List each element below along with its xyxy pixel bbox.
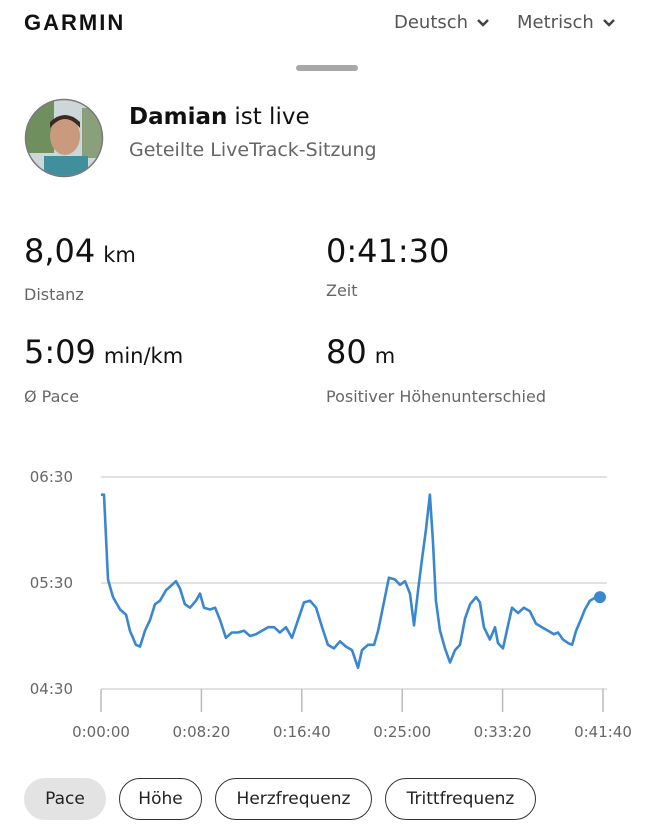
x-tick-label: 0:41:40: [574, 723, 632, 741]
tab-button[interactable]: Trittfrequenz: [385, 778, 536, 820]
tab-button[interactable]: Pace: [24, 778, 106, 820]
pace-chart: 04:30 05:30 06:30 0:00:00 0:08:20 0:16:40 0:25…: [30, 468, 632, 741]
language: Deutsch: [394, 12, 469, 33]
units-menu[interactable]: Metrisch: [517, 12, 616, 33]
x-tick-label: 0:00:00: [72, 723, 130, 741]
stat-value: 0:41:30: [326, 232, 449, 270]
x-tick-label: 0:25:00: [373, 723, 431, 741]
stat-unit: km: [103, 243, 136, 267]
y-tick-label: 04:30: [30, 680, 73, 698]
stat-value: 5:09 min/km: [24, 333, 183, 371]
x-tick-label: 0:16:40: [273, 723, 331, 741]
stat-unit: m: [374, 344, 396, 368]
tab-button[interactable]: Höhe: [119, 778, 202, 820]
stat-number: 0:41:30: [326, 232, 450, 270]
y-tick-label: 05:30: [30, 574, 73, 592]
avatar: [24, 98, 104, 178]
stat-number: 5:09: [24, 333, 96, 371]
stat-number: 80: [326, 333, 367, 371]
stat-label: Ø Pace: [24, 387, 80, 406]
live-status: ist live: [234, 104, 310, 130]
stat-unit: min/km: [103, 344, 184, 368]
logo[interactable]: GARMIN: [24, 10, 126, 35]
current-point: [593, 591, 606, 604]
stat-value: 8,04 km: [24, 232, 136, 270]
stat-value: 80 m: [326, 333, 395, 371]
chevron: [477, 18, 489, 27]
pace-line: [101, 493, 600, 670]
units: Metrisch: [517, 12, 594, 33]
tab-button[interactable]: Herzfrequenz: [215, 778, 372, 820]
stat-label: Zeit: [326, 281, 358, 300]
y-tick-label: 06:30: [30, 468, 73, 486]
chevron: [602, 18, 615, 27]
user-name: Damian: [129, 104, 228, 130]
stat-label: Positiver Höhenunterschied: [326, 387, 546, 406]
drag-handle[interactable]: [296, 65, 358, 71]
x-tick-label: 0:33:20: [474, 723, 532, 741]
live-title: Damian ist live: [129, 104, 310, 130]
x-tick-label: 0:08:20: [172, 723, 230, 741]
language-menu[interactable]: Deutsch: [394, 12, 490, 33]
stat-number: 8,04: [24, 232, 96, 270]
session-subtitle: Geteilte LiveTrack-Sitzung: [129, 139, 377, 161]
stat-label: Distanz: [24, 285, 84, 304]
